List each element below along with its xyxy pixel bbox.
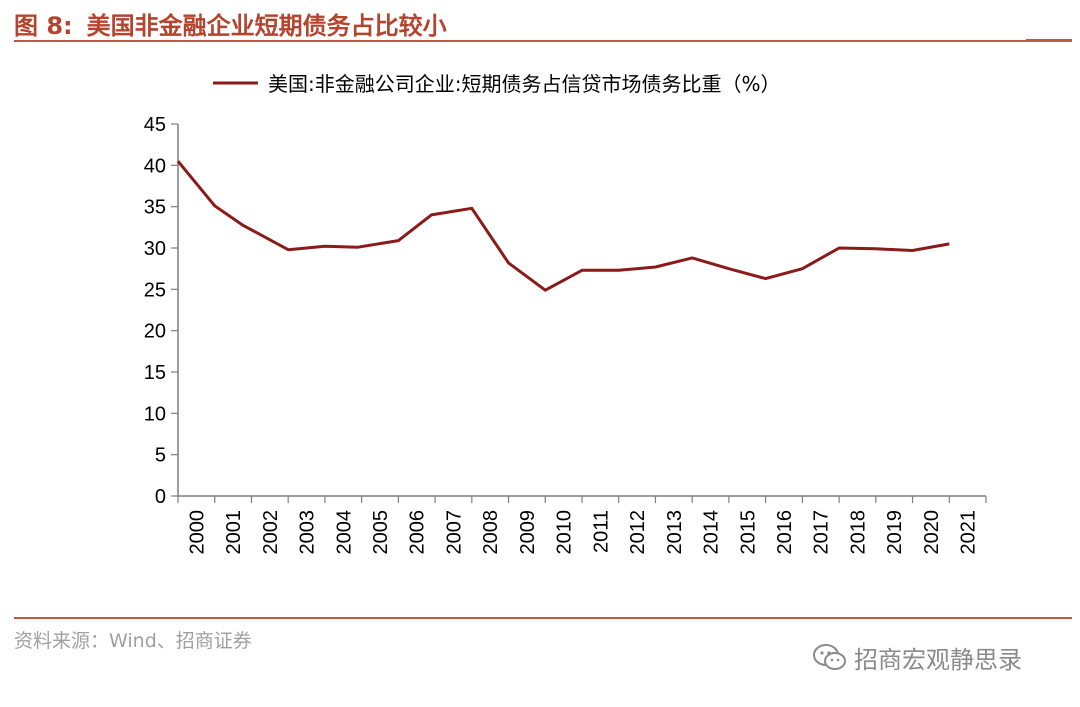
y-tick-label: 30 bbox=[144, 238, 166, 260]
axes: 0 5 10 15 20 25 30 35 40 45 2000 2001 2002 2003 2004 20… bbox=[144, 114, 987, 555]
footer-divider bbox=[14, 617, 1072, 619]
x-tick-label: 2009 bbox=[517, 510, 539, 555]
line-chart: 美国:非金融公司企业:短期债务占信贷市场债务比重（%） 0 5 10 15 20 25 30… bbox=[144, 72, 987, 555]
y-tick-label: 5 bbox=[155, 445, 166, 467]
x-tick-label: 2006 bbox=[407, 510, 429, 555]
source-note: 资料来源：Wind、招商证券 bbox=[14, 630, 252, 652]
header-divider-accent bbox=[1026, 39, 1072, 42]
legend: 美国:非金融公司企业:短期债务占信贷市场债务比重（%） bbox=[213, 72, 780, 96]
figure-title: 美国非金融企业短期债务占比较小 bbox=[86, 11, 447, 40]
y-tick-label: 40 bbox=[144, 155, 166, 177]
x-tick-label: 2017 bbox=[811, 510, 833, 555]
x-tick-label: 2016 bbox=[774, 510, 796, 555]
series-line bbox=[176, 160, 950, 292]
y-tick-label: 45 bbox=[144, 114, 166, 136]
x-tick-label: 2013 bbox=[664, 510, 686, 555]
x-tick-label: 2000 bbox=[186, 510, 208, 555]
y-tick-label: 25 bbox=[144, 279, 166, 301]
x-tick-label: 2020 bbox=[921, 510, 943, 555]
legend-label: 美国:非金融公司企业:短期债务占信贷市场债务比重（%） bbox=[268, 72, 780, 96]
y-tick-label: 10 bbox=[144, 403, 166, 425]
header-divider bbox=[14, 40, 1026, 42]
watermark: 招商宏观静思录 bbox=[812, 640, 1022, 675]
x-tick-label: 2007 bbox=[443, 510, 465, 555]
x-tick-label: 2021 bbox=[958, 510, 980, 555]
x-tick-label: 2003 bbox=[297, 510, 319, 555]
x-tick-label: 2018 bbox=[847, 510, 869, 555]
x-tick-label: 2019 bbox=[884, 510, 906, 555]
watermark-text: 招商宏观静思录 bbox=[854, 646, 1022, 674]
wechat-icon bbox=[813, 643, 846, 670]
x-tick-label: 2005 bbox=[370, 510, 392, 555]
figure-number: 图 8: bbox=[14, 11, 73, 40]
plot-area bbox=[176, 160, 950, 292]
y-tick-label: 20 bbox=[144, 321, 166, 343]
x-tick-label: 2012 bbox=[627, 510, 649, 555]
x-tick-label: 2015 bbox=[737, 510, 759, 555]
x-tick-label: 2002 bbox=[260, 510, 282, 555]
y-tick-label: 15 bbox=[144, 362, 166, 384]
x-tick-label: 2008 bbox=[480, 510, 502, 555]
y-tick-label: 35 bbox=[144, 197, 166, 219]
figure-header: 图 8: 美国非金融企业短期债务占比较小 bbox=[14, 6, 447, 40]
x-tick-label: 2011 bbox=[590, 510, 612, 553]
x-tick-label: 2010 bbox=[554, 510, 576, 555]
x-tick-label: 2014 bbox=[701, 510, 723, 555]
x-tick-label: 2004 bbox=[333, 510, 355, 555]
x-tick-label: 2001 bbox=[223, 510, 245, 555]
y-tick-label: 0 bbox=[155, 486, 166, 508]
